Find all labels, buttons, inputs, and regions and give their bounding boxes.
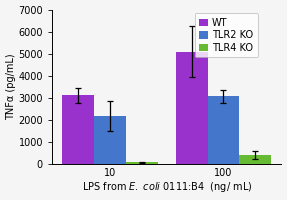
Legend: WT, TLR2 KO, TLR4 KO: WT, TLR2 KO, TLR4 KO [195,13,258,57]
Bar [62,95,94,164]
Bar [176,52,208,164]
Bar [126,162,158,164]
Y-axis label: TNFα (pg/mL): TNFα (pg/mL) [5,53,15,120]
Bar [94,116,126,164]
Bar [208,96,239,164]
Bar [239,155,271,164]
X-axis label: LPS from $\mathit{E.\ coli}$ 0111:B4  (ng/ mL): LPS from $\mathit{E.\ coli}$ 0111:B4 (ng… [82,180,252,194]
